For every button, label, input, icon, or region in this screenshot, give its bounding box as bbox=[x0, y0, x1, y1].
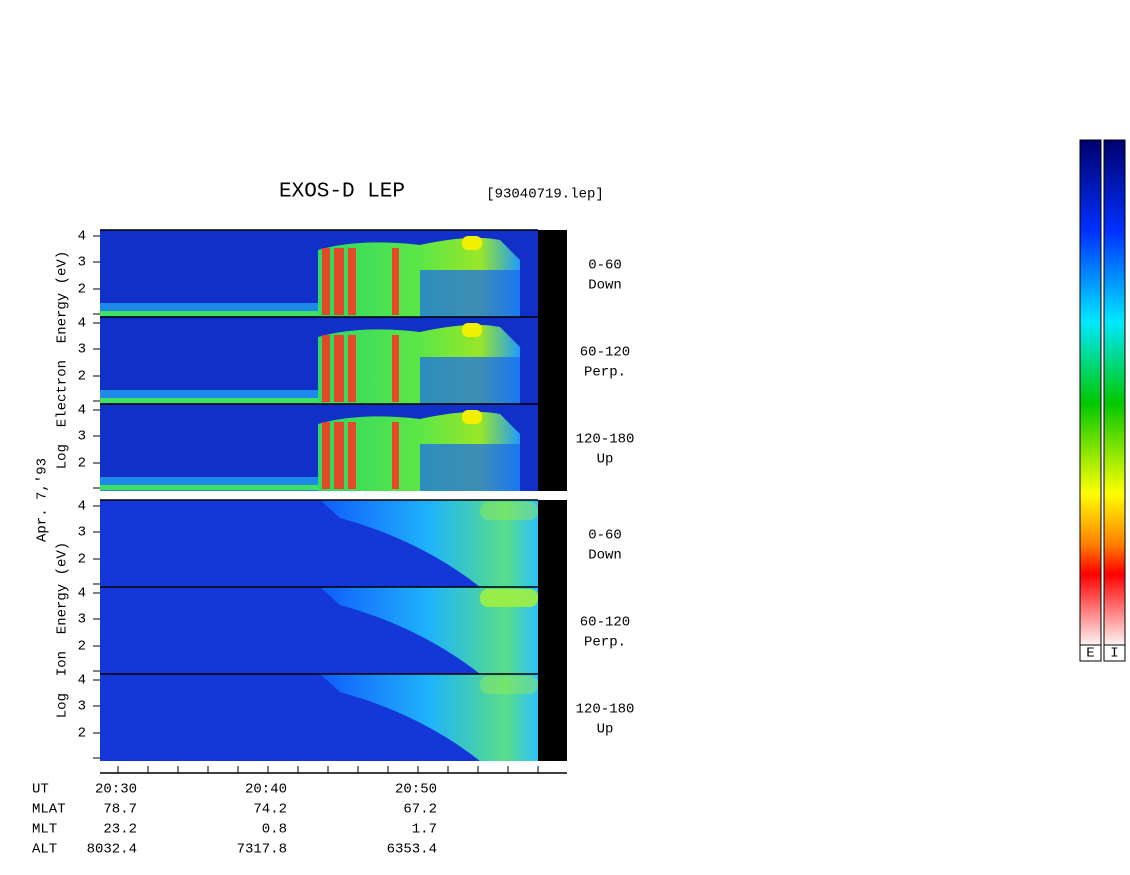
intense-streak bbox=[322, 248, 330, 315]
colorbar-label-box bbox=[1079, 644, 1102, 662]
pitch-angle: 0-60 bbox=[588, 258, 622, 274]
orbit-row-label: UT bbox=[32, 782, 49, 798]
intense-streak bbox=[348, 248, 356, 315]
spectrogram-panel bbox=[100, 499, 567, 587]
colorbar-label-box bbox=[1103, 644, 1126, 662]
y-tick-label: 4 bbox=[78, 403, 86, 419]
electron-axis-label: Log Electron Energy (eV) bbox=[55, 251, 71, 469]
intense-streak bbox=[334, 422, 344, 489]
pitch-angle: 120-180 bbox=[576, 702, 635, 718]
peak-spot bbox=[462, 323, 482, 337]
colorbar bbox=[1079, 139, 1102, 646]
orbit-value: 23.2 bbox=[103, 822, 137, 838]
y-tick-label: 3 bbox=[78, 525, 86, 541]
intense-streak bbox=[322, 422, 330, 489]
direction: Up bbox=[597, 722, 614, 738]
date: Apr. 7,'93 bbox=[35, 458, 51, 542]
peak-spot bbox=[462, 236, 482, 250]
instrument-gap bbox=[538, 317, 567, 404]
ion-region bbox=[320, 500, 538, 587]
ion-axis-label: Log Ion Energy (eV) bbox=[55, 542, 71, 718]
spectrogram-panel bbox=[100, 403, 567, 491]
y-tick-label: 4 bbox=[78, 586, 86, 602]
pitch-angle: 60-120 bbox=[580, 615, 630, 631]
intense-streak bbox=[392, 248, 399, 315]
time-label: 20:40 bbox=[245, 782, 287, 798]
intense-streak bbox=[322, 335, 330, 402]
intense-streak bbox=[348, 335, 356, 402]
sparse-region bbox=[420, 357, 520, 404]
direction: Perp. bbox=[584, 635, 626, 651]
direction: Perp. bbox=[584, 365, 626, 381]
orbit-value: 8032.4 bbox=[87, 842, 137, 858]
y-tick-label: 4 bbox=[78, 316, 86, 332]
spectrogram-panel bbox=[100, 586, 567, 674]
pitch-angle: 120-180 bbox=[576, 432, 635, 448]
ion-region bbox=[320, 674, 538, 761]
orbit-value: 1.7 bbox=[412, 822, 437, 838]
orbit-value: 78.7 bbox=[103, 802, 137, 818]
peak-spot bbox=[462, 410, 482, 424]
low-energy-line bbox=[100, 485, 320, 490]
low-energy-line bbox=[100, 398, 320, 403]
time-label: 20:50 bbox=[395, 782, 437, 798]
y-tick-label: 3 bbox=[78, 699, 86, 715]
instrument-gap bbox=[538, 587, 567, 674]
direction: Down bbox=[588, 548, 622, 564]
orbit-value: 0.8 bbox=[262, 822, 287, 838]
orbit-value: 7317.8 bbox=[237, 842, 287, 858]
time-label: 20:30 bbox=[95, 782, 137, 798]
y-tick-label: 4 bbox=[78, 499, 86, 515]
ion-peak bbox=[480, 502, 538, 520]
intense-streak bbox=[348, 422, 356, 489]
instrument-gap bbox=[538, 230, 567, 317]
y-tick-label: 4 bbox=[78, 229, 86, 245]
spectrogram-panel bbox=[100, 673, 567, 761]
sparse-region bbox=[420, 270, 520, 317]
ion-region bbox=[320, 587, 538, 674]
pitch-angle: 0-60 bbox=[588, 528, 622, 544]
instrument-gap bbox=[538, 674, 567, 761]
sparse-region bbox=[420, 444, 520, 491]
y-tick-label: 2 bbox=[78, 369, 86, 385]
y-tick-label: 2 bbox=[78, 282, 86, 298]
file-name: [93040719.lep] bbox=[486, 187, 604, 203]
pitch-angle: 60-120 bbox=[580, 345, 630, 361]
instrument-gap bbox=[538, 500, 567, 587]
ion-peak bbox=[480, 589, 538, 607]
orbit-row-label: ALT bbox=[32, 842, 57, 858]
y-tick-label: 2 bbox=[78, 552, 86, 568]
ion-peak bbox=[480, 676, 538, 694]
y-tick-label: 3 bbox=[78, 255, 86, 271]
low-energy-line bbox=[100, 311, 320, 316]
y-tick-label: 3 bbox=[78, 342, 86, 358]
instrument-gap bbox=[538, 404, 567, 491]
title: EXOS-D LEP bbox=[279, 181, 405, 204]
orbit-row-label: MLAT bbox=[32, 802, 66, 818]
y-tick-label: 3 bbox=[78, 612, 86, 628]
y-tick-label: 4 bbox=[78, 673, 86, 689]
y-tick-label: 2 bbox=[78, 456, 86, 472]
colorbar-label: E bbox=[1086, 646, 1094, 662]
direction: Down bbox=[588, 278, 622, 294]
orbit-value: 67.2 bbox=[403, 802, 437, 818]
orbit-value: 6353.4 bbox=[387, 842, 437, 858]
spectrogram-panel bbox=[100, 316, 567, 404]
orbit-value: 74.2 bbox=[253, 802, 287, 818]
intense-streak bbox=[392, 335, 399, 402]
y-tick-label: 3 bbox=[78, 429, 86, 445]
colorbar bbox=[1103, 139, 1126, 646]
intense-streak bbox=[334, 248, 344, 315]
direction: Up bbox=[597, 452, 614, 468]
y-tick-label: 2 bbox=[78, 726, 86, 742]
colorbar-label: I bbox=[1110, 646, 1118, 662]
intense-streak bbox=[392, 422, 399, 489]
y-tick-label: 2 bbox=[78, 639, 86, 655]
intense-streak bbox=[334, 335, 344, 402]
orbit-row-label: MLT bbox=[32, 822, 57, 838]
spectrogram-panel bbox=[100, 229, 567, 317]
